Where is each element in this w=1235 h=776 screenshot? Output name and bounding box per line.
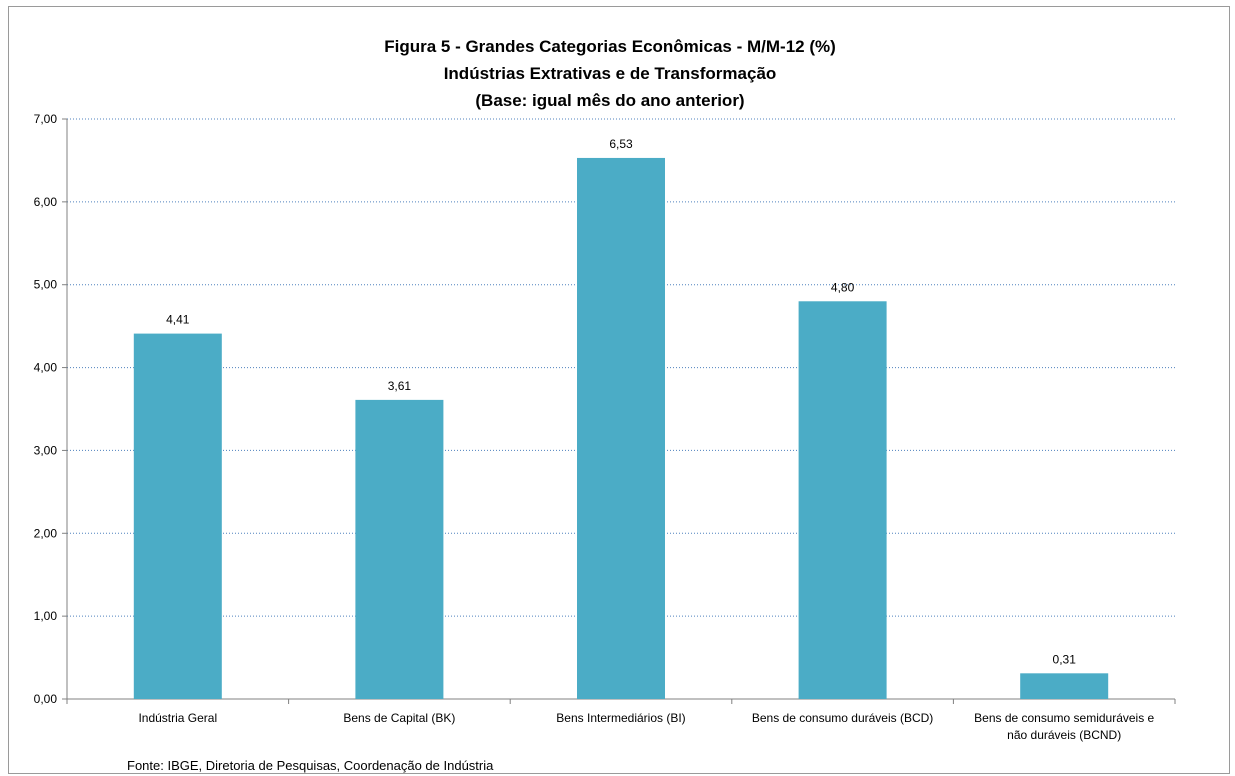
y-tick-label: 5,00 xyxy=(34,278,58,292)
chart-title-line-2: Indústrias Extrativas e de Transformação xyxy=(444,64,777,83)
bar xyxy=(1020,673,1109,699)
data-label: 4,41 xyxy=(166,313,190,327)
y-tick-label: 1,00 xyxy=(34,609,58,623)
x-tick-label: Bens Intermediários (BI) xyxy=(556,711,685,725)
chart-title-line-1: Figura 5 - Grandes Categorias Econômicas… xyxy=(384,37,836,56)
x-tick-label: Bens de Capital (BK) xyxy=(343,711,455,725)
chart-title: Figura 5 - Grandes Categorias Econômicas… xyxy=(384,37,836,110)
y-tick-label: 4,00 xyxy=(34,361,58,375)
x-tick-label: Indústria Geral xyxy=(138,711,217,725)
bar xyxy=(577,157,665,699)
y-tick-label: 0,00 xyxy=(34,692,58,706)
data-label: 4,80 xyxy=(831,280,855,294)
y-tick-label: 3,00 xyxy=(34,443,58,457)
source-note: Fonte: IBGE, Diretoria de Pesquisas, Coo… xyxy=(127,758,494,773)
data-label: 0,31 xyxy=(1053,652,1077,666)
bar-chart: Figura 5 - Grandes Categorias Econômicas… xyxy=(34,37,1176,773)
bar xyxy=(133,333,222,699)
y-tick-label: 2,00 xyxy=(34,526,58,540)
chart-title-line-3: (Base: igual mês do ano anterior) xyxy=(475,91,744,110)
bar xyxy=(355,399,444,699)
x-tick-label: Bens de consumo semiduráveis e xyxy=(974,711,1154,725)
y-tick-label: 7,00 xyxy=(34,112,58,126)
bars xyxy=(133,157,1109,699)
data-label: 6,53 xyxy=(609,137,633,151)
x-tick-label: Bens de consumo duráveis (BCD) xyxy=(752,711,933,725)
bar xyxy=(798,301,887,699)
labels: 0,00 1,00 2,00 3,00 4,00 5,00 6,00 7,00 4,41 Indú… xyxy=(34,112,1155,742)
x-tick-label: não duráveis (BCND) xyxy=(1007,728,1121,742)
chart-frame: Figura 5 - Grandes Categorias Econômicas… xyxy=(8,6,1230,774)
y-tick-label: 6,00 xyxy=(34,195,58,209)
data-label: 3,61 xyxy=(388,379,412,393)
